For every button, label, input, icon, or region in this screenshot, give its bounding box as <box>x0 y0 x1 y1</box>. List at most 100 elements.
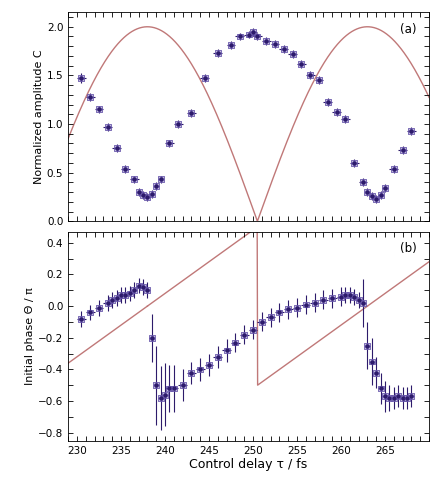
Point <box>254 33 261 40</box>
Point <box>377 385 384 393</box>
Point <box>249 326 257 334</box>
Point <box>377 191 384 199</box>
Point <box>139 283 147 291</box>
Point <box>263 37 270 45</box>
Point <box>95 106 103 113</box>
Point <box>153 381 160 389</box>
Point <box>329 294 336 302</box>
Point <box>241 331 248 338</box>
Point <box>355 296 362 304</box>
Point <box>175 120 182 128</box>
Point <box>166 140 173 148</box>
Point <box>113 294 120 302</box>
Point <box>364 342 371 350</box>
Point <box>139 191 147 199</box>
Point <box>276 309 283 317</box>
Text: (a): (a) <box>400 22 416 36</box>
Point <box>390 394 397 402</box>
Point <box>232 338 239 346</box>
Point <box>144 193 151 201</box>
Point <box>333 109 340 116</box>
Point <box>87 93 94 101</box>
Point <box>157 394 164 402</box>
Point <box>214 49 221 57</box>
Point <box>381 184 389 192</box>
Point <box>161 391 169 399</box>
Text: (b): (b) <box>400 242 416 255</box>
Point <box>117 291 125 299</box>
Point <box>311 299 318 307</box>
Point <box>280 45 287 53</box>
Point <box>351 159 358 167</box>
Point <box>122 291 129 299</box>
Point <box>373 369 380 376</box>
Point <box>201 75 208 82</box>
Point <box>337 293 345 300</box>
Point <box>227 41 235 49</box>
Point <box>188 369 195 376</box>
Point <box>258 318 265 326</box>
Point <box>153 182 160 190</box>
Point <box>408 393 415 400</box>
Point <box>364 188 371 196</box>
Point <box>170 385 177 393</box>
Point <box>236 33 243 40</box>
Point <box>342 291 349 299</box>
Point <box>342 115 349 123</box>
Point <box>386 394 393 402</box>
X-axis label: Control delay τ / fs: Control delay τ / fs <box>190 458 308 471</box>
Point <box>408 127 415 135</box>
Point <box>113 145 120 152</box>
Point <box>131 286 138 294</box>
Point <box>135 281 142 289</box>
Point <box>359 178 367 186</box>
Point <box>144 286 151 294</box>
Point <box>214 353 221 361</box>
Point <box>166 385 173 393</box>
Point <box>293 304 301 312</box>
Point <box>302 300 309 308</box>
Point <box>324 98 331 106</box>
Point <box>395 393 402 400</box>
Point <box>289 50 296 58</box>
Point <box>205 361 213 369</box>
Point <box>109 296 116 304</box>
Point <box>298 60 305 68</box>
Y-axis label: Initial phase Θ / π: Initial phase Θ / π <box>26 287 35 385</box>
Point <box>104 123 111 131</box>
Point <box>271 40 279 48</box>
Y-axis label: Normalized amplitude C: Normalized amplitude C <box>34 49 44 184</box>
Point <box>104 299 111 307</box>
Point <box>179 381 186 389</box>
Point <box>249 28 257 36</box>
Point <box>351 293 358 300</box>
Point <box>359 299 367 307</box>
Point <box>131 175 138 183</box>
Point <box>267 313 274 321</box>
Point <box>223 347 230 355</box>
Point <box>381 393 389 400</box>
Point <box>122 165 129 172</box>
Point <box>307 72 314 79</box>
Point <box>368 357 375 365</box>
Point <box>78 315 85 323</box>
Point <box>135 188 142 196</box>
Point <box>399 394 406 402</box>
Point <box>95 304 103 312</box>
Point <box>87 309 94 317</box>
Point <box>245 31 252 38</box>
Point <box>78 75 85 82</box>
Point <box>390 165 397 172</box>
Point <box>188 110 195 117</box>
Point <box>315 76 323 84</box>
Point <box>320 296 327 304</box>
Point <box>157 175 164 183</box>
Point <box>148 190 155 198</box>
Point <box>399 147 406 154</box>
Point <box>126 290 133 298</box>
Point <box>148 334 155 342</box>
Point <box>346 291 353 299</box>
Point <box>285 305 292 313</box>
Point <box>368 192 375 200</box>
Point <box>403 394 411 402</box>
